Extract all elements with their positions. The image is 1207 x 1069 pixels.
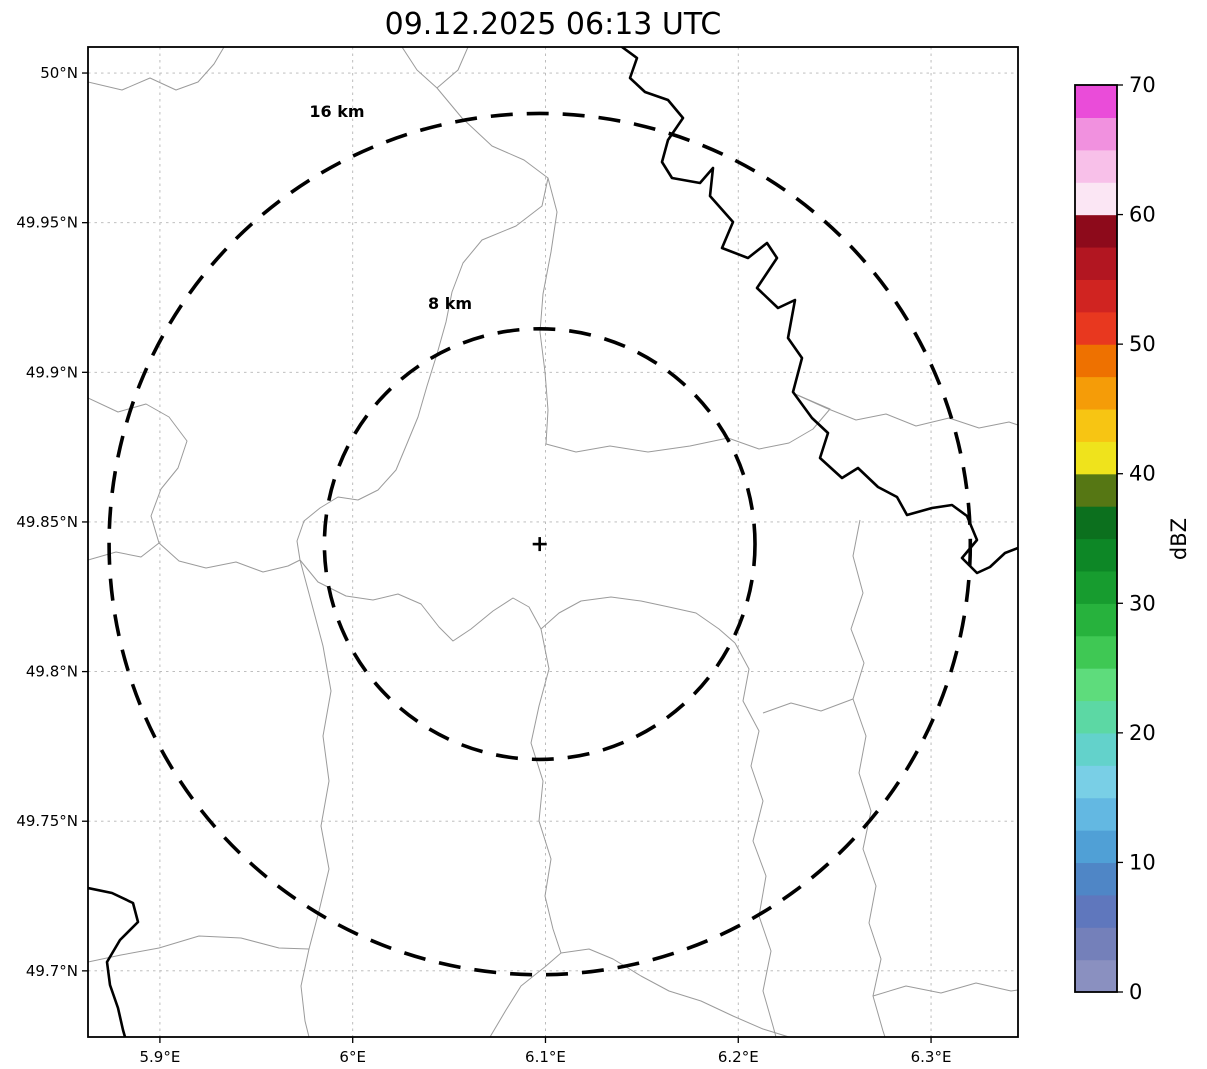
admin-boundary-line xyxy=(530,628,562,954)
admin-boundary-line xyxy=(727,393,831,450)
x-axis-tick-label: 5.9°E xyxy=(139,1048,180,1066)
colorbar-segment xyxy=(1075,473,1117,507)
colorbar-segment xyxy=(1075,149,1117,183)
colorbar-segment xyxy=(1075,117,1117,151)
colorbar-segment xyxy=(1075,894,1117,928)
plot-title: 09.12.2025 06:13 UTC xyxy=(384,7,722,42)
colorbar-tick-label: 30 xyxy=(1129,591,1156,615)
admin-boundary-line xyxy=(850,519,886,1037)
admin-boundary-line xyxy=(734,642,777,1037)
y-axis-tick-label: 49.85°N xyxy=(16,513,78,531)
y-axis-tick-label: 49.75°N xyxy=(16,812,78,830)
map-area: 8 km 16 km xyxy=(88,47,1018,1037)
colorbar-segment xyxy=(1075,927,1117,961)
admin-boundary-line xyxy=(762,698,854,714)
admin-boundary-line xyxy=(88,935,310,963)
colorbar-segment xyxy=(1075,668,1117,702)
y-axis-tick-label: 49.7°N xyxy=(26,962,78,980)
range-ring-label-16km: 16 km xyxy=(309,102,364,121)
x-axis-tick-label: 6.3°E xyxy=(911,1048,952,1066)
colorbar-segment xyxy=(1075,862,1117,896)
y-axis-tick-label: 50°N xyxy=(40,64,78,82)
range-ring-16km xyxy=(107,111,973,977)
x-axis-tick-label: 6°E xyxy=(339,1048,366,1066)
colorbar-tick-label: 40 xyxy=(1129,462,1156,486)
admin-boundary-line xyxy=(872,982,1018,997)
colorbar-segment xyxy=(1075,214,1117,248)
colorbar-tick-label: 20 xyxy=(1129,721,1156,745)
colorbar-tick-label: 70 xyxy=(1129,73,1156,97)
colorbar-tick-label: 10 xyxy=(1129,850,1156,874)
range-ring-label-8km: 8 km xyxy=(428,294,472,313)
colorbar-segment xyxy=(1075,570,1117,604)
colorbar-segment xyxy=(1075,85,1117,118)
colorbar-segment xyxy=(1075,408,1117,442)
colorbar-tick-label: 0 xyxy=(1129,980,1142,1004)
admin-boundary-line xyxy=(299,559,736,644)
x-axis-tick-label: 6.2°E xyxy=(718,1048,759,1066)
colorbar-segment xyxy=(1075,765,1117,799)
admin-boundary-line xyxy=(88,397,301,573)
colorbar-segment xyxy=(1075,344,1117,378)
colorbar-segment xyxy=(1075,830,1117,864)
y-axis-tick-label: 49.9°N xyxy=(26,363,78,381)
colorbar-segment xyxy=(1075,603,1117,637)
admin-boundary-line xyxy=(88,542,160,561)
colorbar-segment xyxy=(1075,538,1117,572)
admin-boundary-line xyxy=(88,47,225,91)
admin-boundary-line xyxy=(401,47,469,89)
colorbar-segment xyxy=(1075,279,1117,313)
colorbar-segment xyxy=(1075,635,1117,669)
colorbar-tick-label: 50 xyxy=(1129,332,1156,356)
colorbar-segment xyxy=(1075,246,1117,280)
plot-frame xyxy=(87,46,1019,1038)
colorbar-segment xyxy=(1075,376,1117,410)
y-axis-tick-label: 49.95°N xyxy=(16,214,78,232)
admin-boundary-line xyxy=(539,177,729,453)
colorbar-segment xyxy=(1075,700,1117,734)
admin-boundary-line xyxy=(296,87,549,561)
admin-boundary-line xyxy=(794,393,1018,429)
x-axis-tick-label: 6.1°E xyxy=(525,1048,566,1066)
country-border-river-line xyxy=(88,886,140,1037)
y-axis-tick-label: 49.8°N xyxy=(26,663,78,681)
colorbar-segment xyxy=(1075,441,1117,475)
country-border-river-line xyxy=(620,47,1018,575)
admin-boundary-line xyxy=(489,948,790,1037)
colorbar-segment xyxy=(1075,797,1117,831)
range-ring-8km xyxy=(322,326,757,762)
colorbar-segment xyxy=(1075,959,1117,993)
colorbar-segment xyxy=(1075,311,1117,345)
colorbar-frame xyxy=(1074,84,1118,993)
colorbar-segment xyxy=(1075,732,1117,766)
colorbar-unit-label: dBZ xyxy=(1167,517,1191,561)
colorbar-tick-label: 60 xyxy=(1129,203,1156,227)
colorbar-segment xyxy=(1075,506,1117,540)
colorbar-segment xyxy=(1075,182,1117,216)
admin-boundary-line xyxy=(299,559,332,1037)
